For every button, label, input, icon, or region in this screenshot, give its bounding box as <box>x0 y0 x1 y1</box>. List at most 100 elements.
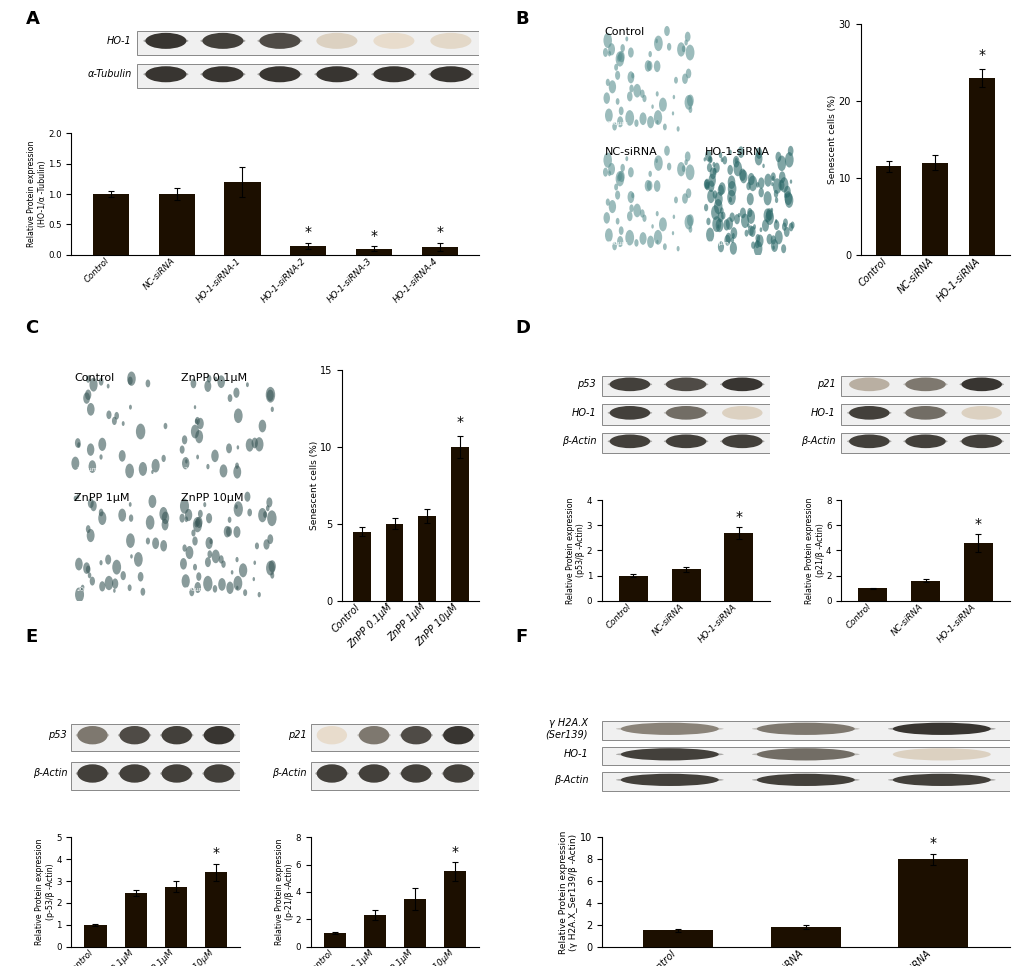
Y-axis label: Relative Protein expression
(p21/β -Actin): Relative Protein expression (p21/β -Acti… <box>804 497 823 604</box>
Ellipse shape <box>663 411 707 415</box>
Bar <box>841 433 1009 453</box>
Ellipse shape <box>777 180 784 190</box>
Ellipse shape <box>84 562 90 574</box>
Ellipse shape <box>628 167 633 178</box>
Ellipse shape <box>687 95 693 106</box>
Ellipse shape <box>209 539 213 544</box>
Ellipse shape <box>84 392 90 404</box>
Ellipse shape <box>615 99 619 105</box>
Ellipse shape <box>684 152 690 161</box>
Ellipse shape <box>747 208 752 217</box>
Bar <box>968 78 994 255</box>
Ellipse shape <box>705 217 710 225</box>
Ellipse shape <box>136 424 145 440</box>
Ellipse shape <box>737 146 744 157</box>
Ellipse shape <box>87 529 95 542</box>
Ellipse shape <box>888 778 995 782</box>
Ellipse shape <box>774 197 777 203</box>
Ellipse shape <box>721 156 727 164</box>
Ellipse shape <box>603 213 609 224</box>
Ellipse shape <box>639 112 646 125</box>
Ellipse shape <box>227 394 232 402</box>
Ellipse shape <box>726 217 733 230</box>
Bar <box>601 405 769 425</box>
Ellipse shape <box>105 576 113 590</box>
Ellipse shape <box>959 439 1003 444</box>
Ellipse shape <box>149 495 156 508</box>
Bar <box>138 31 479 55</box>
Ellipse shape <box>428 71 473 77</box>
Ellipse shape <box>202 731 235 739</box>
Ellipse shape <box>255 438 263 451</box>
Text: Control: Control <box>604 27 644 38</box>
Ellipse shape <box>195 430 203 443</box>
Ellipse shape <box>207 375 211 383</box>
Ellipse shape <box>747 173 754 185</box>
Ellipse shape <box>848 406 889 419</box>
Ellipse shape <box>625 37 628 42</box>
Ellipse shape <box>665 435 705 448</box>
Ellipse shape <box>98 438 106 451</box>
Ellipse shape <box>625 230 634 245</box>
Ellipse shape <box>603 33 611 48</box>
Ellipse shape <box>233 501 243 517</box>
Ellipse shape <box>903 382 947 387</box>
Ellipse shape <box>603 93 609 104</box>
Ellipse shape <box>615 51 624 67</box>
Ellipse shape <box>773 190 777 198</box>
Ellipse shape <box>314 71 359 77</box>
Bar <box>205 872 226 947</box>
Ellipse shape <box>192 529 196 536</box>
Ellipse shape <box>120 571 125 581</box>
Ellipse shape <box>371 71 416 77</box>
Ellipse shape <box>625 156 628 161</box>
Ellipse shape <box>204 764 234 782</box>
Ellipse shape <box>620 164 625 172</box>
Ellipse shape <box>747 223 749 228</box>
Ellipse shape <box>757 178 763 188</box>
Ellipse shape <box>704 182 709 190</box>
Ellipse shape <box>761 219 768 232</box>
Ellipse shape <box>720 212 725 219</box>
Ellipse shape <box>704 179 709 188</box>
Ellipse shape <box>190 588 194 596</box>
Bar <box>418 516 436 601</box>
Ellipse shape <box>616 175 621 182</box>
Ellipse shape <box>642 95 646 102</box>
Bar <box>164 887 186 947</box>
Ellipse shape <box>179 445 184 454</box>
Ellipse shape <box>245 492 251 501</box>
Ellipse shape <box>609 406 649 419</box>
Ellipse shape <box>752 224 755 230</box>
Ellipse shape <box>773 220 779 230</box>
Bar <box>601 722 1009 740</box>
Ellipse shape <box>217 376 225 388</box>
Ellipse shape <box>218 578 225 591</box>
Text: 200μm: 200μm <box>706 121 729 127</box>
Ellipse shape <box>621 774 718 786</box>
Y-axis label: Senescent cells (%): Senescent cells (%) <box>310 440 319 530</box>
Y-axis label: Relative Protein expression
(γ H2A.X_Ser139/β -Actin): Relative Protein expression (γ H2A.X_Ser… <box>558 831 578 953</box>
Text: HO-1: HO-1 <box>562 750 588 759</box>
Bar <box>385 524 404 601</box>
Ellipse shape <box>627 71 634 83</box>
Ellipse shape <box>737 213 740 217</box>
Text: *: * <box>735 510 742 524</box>
Ellipse shape <box>259 67 301 82</box>
Text: HO-1: HO-1 <box>107 36 131 45</box>
Ellipse shape <box>161 764 192 782</box>
Ellipse shape <box>729 242 737 255</box>
Ellipse shape <box>677 43 685 57</box>
Ellipse shape <box>86 376 91 383</box>
Ellipse shape <box>89 460 96 473</box>
Bar <box>671 569 700 601</box>
Ellipse shape <box>646 116 653 128</box>
Ellipse shape <box>246 439 254 452</box>
Ellipse shape <box>99 454 103 460</box>
Ellipse shape <box>75 770 109 778</box>
Ellipse shape <box>734 157 738 163</box>
Ellipse shape <box>316 764 346 782</box>
Bar <box>910 581 940 601</box>
Ellipse shape <box>604 228 612 242</box>
Ellipse shape <box>684 159 687 165</box>
